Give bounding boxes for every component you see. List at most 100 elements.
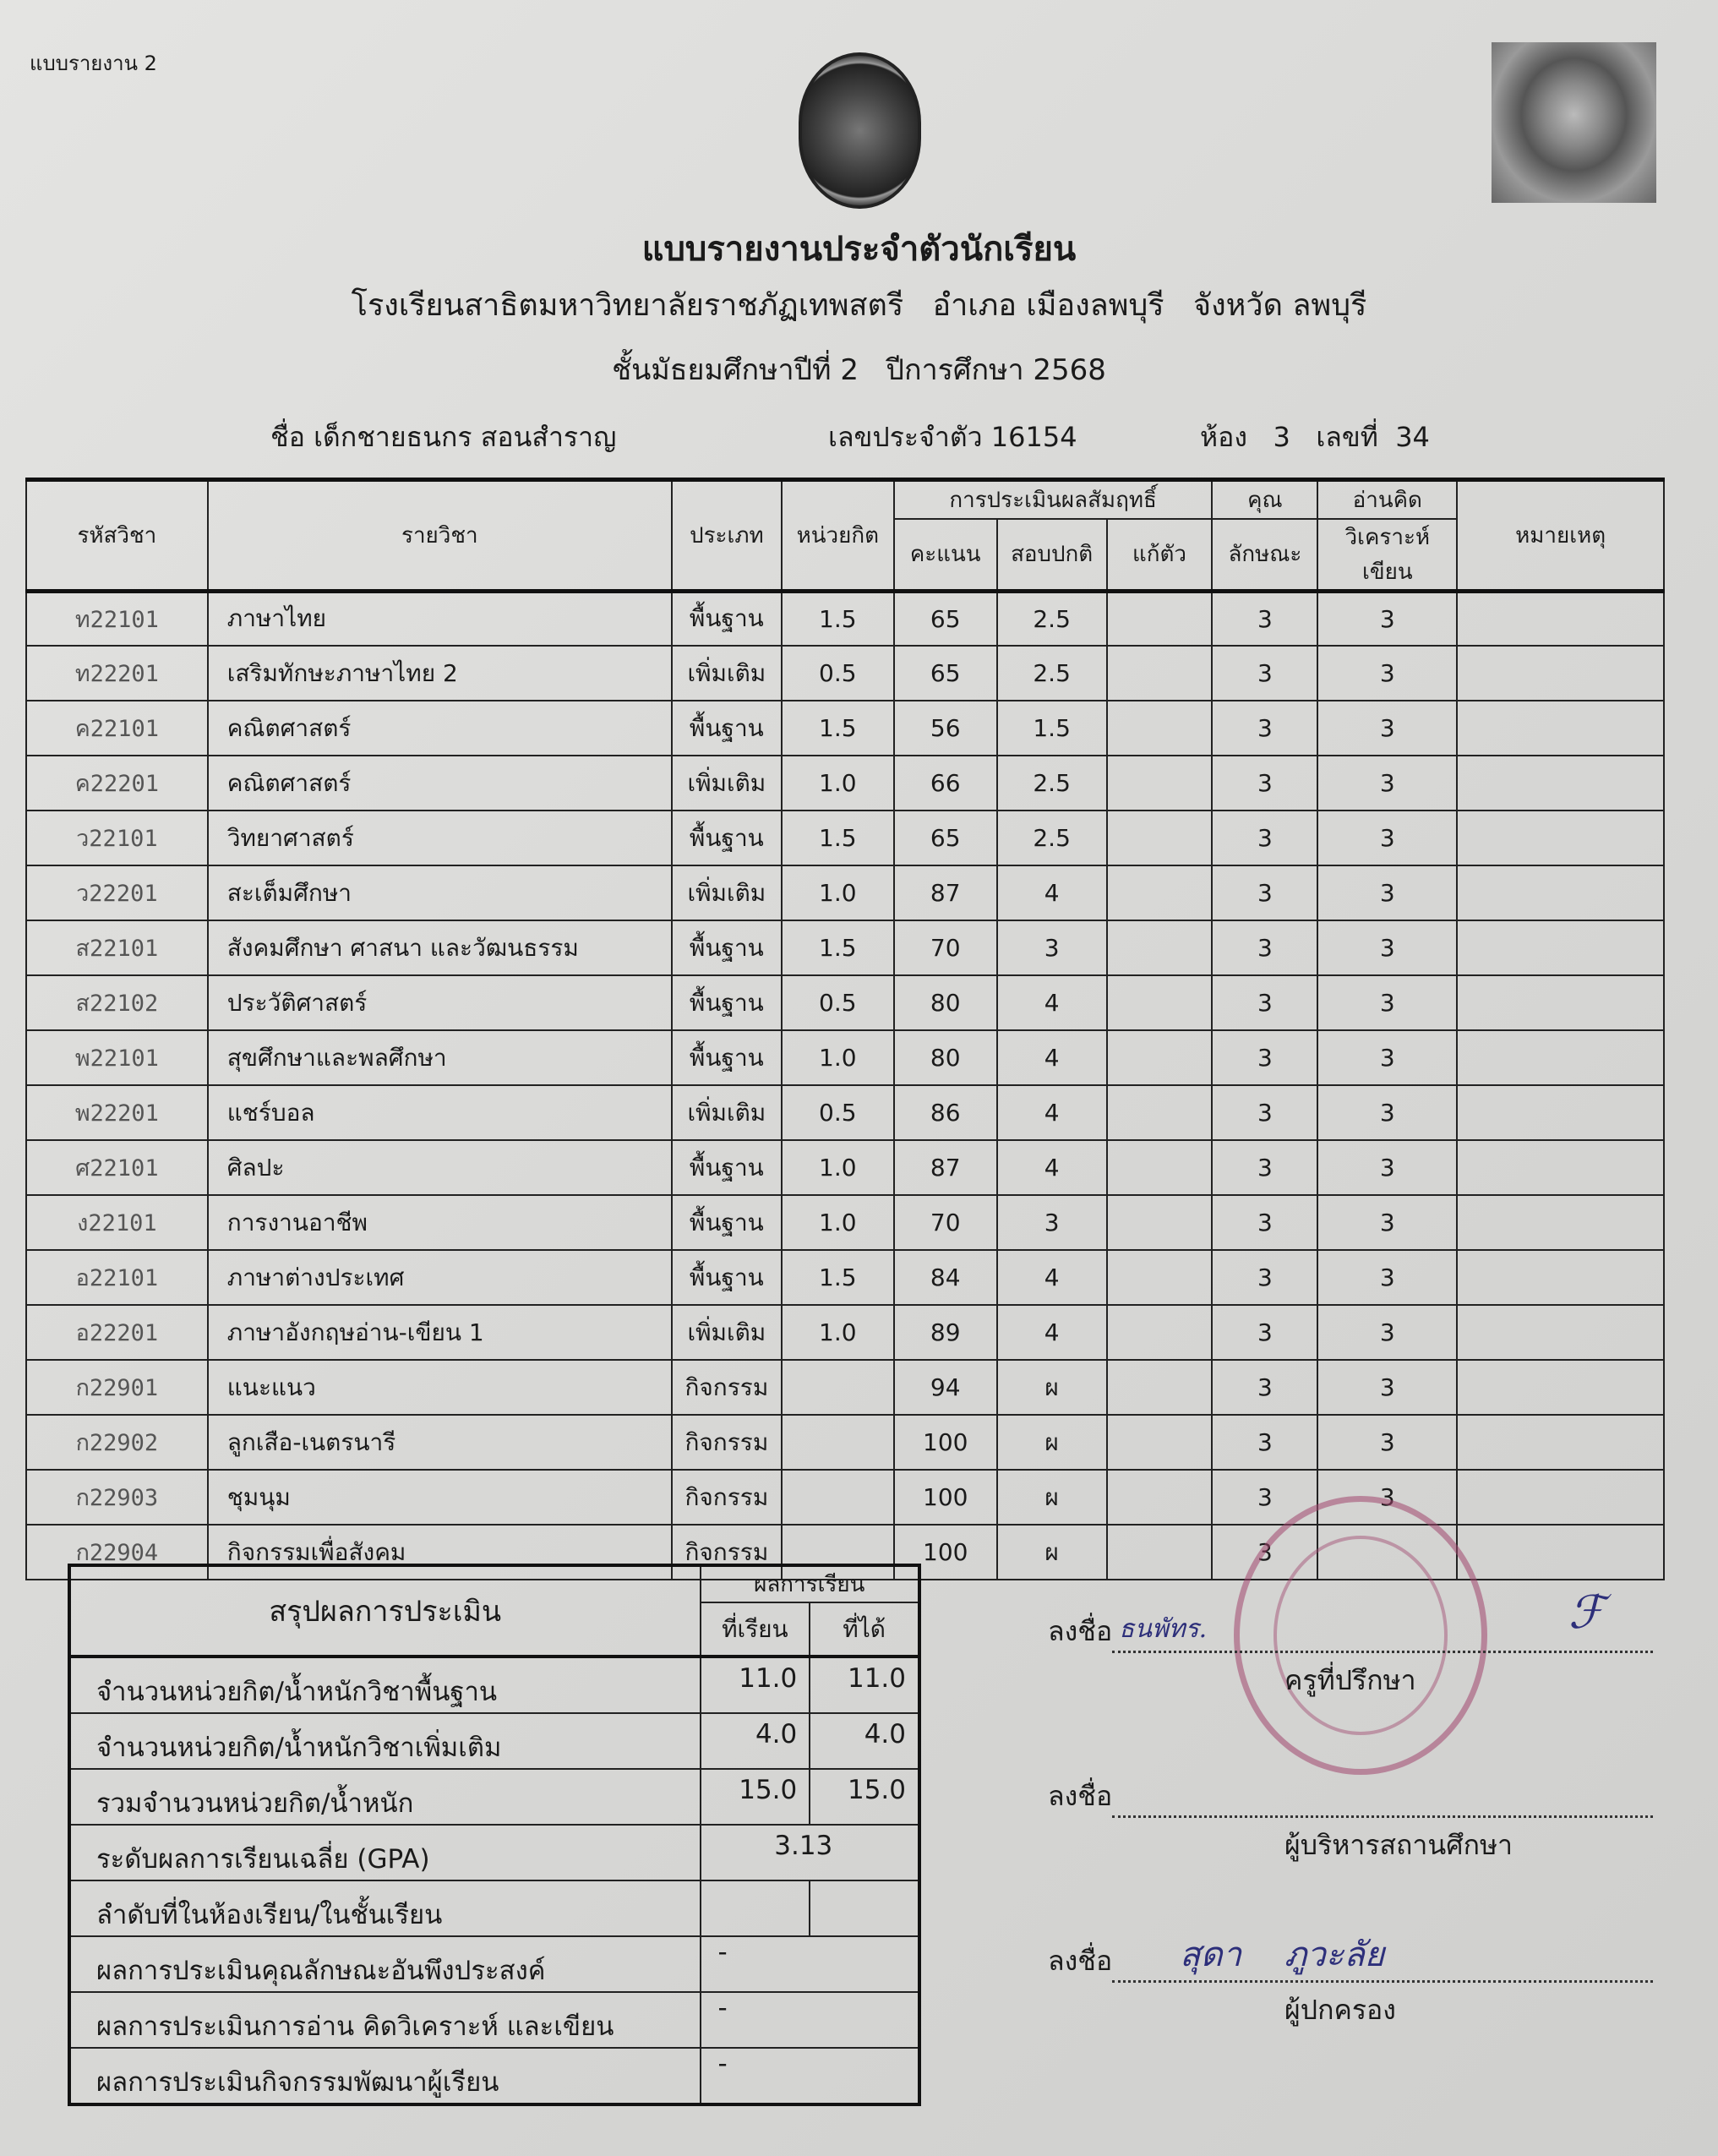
cell-code: ท22201 xyxy=(25,645,209,701)
header-read-2: วิเคราะห์เขียน xyxy=(1317,517,1459,592)
cell-credit: 1.0 xyxy=(780,1029,895,1086)
cell-trait: 3 xyxy=(1211,590,1319,647)
table-row: ก22903 ชุมนุม กิจกรรม 100 ผ 3 3 xyxy=(25,1469,1665,1526)
signature-advisor: ลงชื่อ ธนพัทร. ℱ ครูที่ปรึกษา xyxy=(1048,1586,1690,1696)
header-retake: แก้ตัว xyxy=(1105,517,1214,592)
cell-score: 65 xyxy=(892,810,998,866)
cell-grade: 4 xyxy=(995,974,1108,1031)
cell-trait: 3 xyxy=(1211,700,1319,756)
header-assessment: การประเมินผลสัมฤทธิ์ xyxy=(892,478,1214,520)
summary-earned: 11.0 xyxy=(809,1656,920,1714)
cell-remark xyxy=(1456,1304,1665,1361)
cell-code: ส22102 xyxy=(25,974,209,1031)
cell-retake xyxy=(1105,1029,1214,1086)
university-stamp xyxy=(1234,1496,1487,1775)
cell-remark xyxy=(1456,645,1665,701)
table-row: ท22201 เสริมทักษะภาษาไทย 2 เพิ่มเติม 0.5 65 2… xyxy=(25,645,1665,701)
cell-score: 80 xyxy=(892,1029,998,1086)
summary-earned: 15.0 xyxy=(809,1768,920,1826)
summary-value: 3.13 xyxy=(699,1824,921,1881)
school-logo xyxy=(799,52,921,209)
cell-grade: 3 xyxy=(995,1194,1108,1251)
cell-code: ค22101 xyxy=(25,700,209,756)
cell-code: ว22101 xyxy=(25,810,209,866)
cell-retake xyxy=(1105,1249,1214,1306)
cell-grade: ผ xyxy=(995,1524,1108,1580)
cell-subject: แชร์บอล xyxy=(206,1084,673,1141)
cell-read: 3 xyxy=(1317,1359,1459,1416)
signature-prefix: ลงชื่อ xyxy=(1048,1945,1113,1977)
cell-type: พื้นฐาน xyxy=(670,700,783,756)
student-room: ห้อง 3 เลขที่ 34 xyxy=(1200,421,1430,453)
cell-read: 3 xyxy=(1317,755,1459,811)
cell-credit: 1.5 xyxy=(780,700,895,756)
cell-score: 65 xyxy=(892,590,998,647)
cell-score: 70 xyxy=(892,920,998,976)
cell-retake xyxy=(1105,1084,1214,1141)
cell-remark xyxy=(1456,1139,1665,1196)
cell-read: 3 xyxy=(1317,1249,1459,1306)
cell-read: 3 xyxy=(1317,1194,1459,1251)
cell-credit xyxy=(780,1359,895,1416)
summary-studied: 11.0 xyxy=(699,1656,811,1714)
cell-remark xyxy=(1456,700,1665,756)
cell-remark xyxy=(1456,1359,1665,1416)
cell-read: 3 xyxy=(1317,974,1459,1031)
summary-row: ผลการประเมินการอ่าน คิดวิเคราะห์ และเขีย… xyxy=(68,1991,921,2049)
cell-trait: 3 xyxy=(1211,1304,1319,1361)
cell-retake xyxy=(1105,755,1214,811)
cell-remark xyxy=(1456,1249,1665,1306)
cell-grade: 4 xyxy=(995,1139,1108,1196)
cell-subject: ภาษาไทย xyxy=(206,590,673,647)
cell-type: พื้นฐาน xyxy=(670,1249,783,1306)
cell-read: 3 xyxy=(1317,810,1459,866)
cell-grade: 4 xyxy=(995,1084,1108,1141)
cell-code: อ22101 xyxy=(25,1249,209,1306)
cell-remark xyxy=(1456,1524,1665,1580)
cell-retake xyxy=(1105,1194,1214,1251)
cell-type: กิจกรรม xyxy=(670,1414,783,1471)
cell-remark xyxy=(1456,1469,1665,1526)
cell-read: 3 xyxy=(1317,1139,1459,1196)
cell-remark xyxy=(1456,1029,1665,1086)
cell-trait: 3 xyxy=(1211,645,1319,701)
cell-trait: 3 xyxy=(1211,974,1319,1031)
cell-credit: 0.5 xyxy=(780,645,895,701)
cell-trait: 3 xyxy=(1211,1084,1319,1141)
cell-read: 3 xyxy=(1317,1414,1459,1471)
summary-row: ผลการประเมินคุณลักษณะอันพึงประสงค์ - xyxy=(68,1935,921,1993)
cell-subject: ภาษาอังกฤษอ่าน-เขียน 1 xyxy=(206,1304,673,1361)
cell-subject: การงานอาชีพ xyxy=(206,1194,673,1251)
cell-credit: 1.5 xyxy=(780,810,895,866)
cell-score: 86 xyxy=(892,1084,998,1141)
cell-grade: 4 xyxy=(995,1304,1108,1361)
summary-label: จำนวนหน่วยกิต/น้ำหนักวิชาพื้นฐาน xyxy=(68,1656,701,1714)
cell-grade: ผ xyxy=(995,1469,1108,1526)
cell-remark xyxy=(1456,865,1665,921)
cell-retake xyxy=(1105,865,1214,921)
signature-scribble: ℱ xyxy=(1568,1586,1605,1639)
cell-subject: แนะแนว xyxy=(206,1359,673,1416)
summary-label: จำนวนหน่วยกิต/น้ำหนักวิชาเพิ่มเติม xyxy=(68,1712,701,1770)
header-code: รหัสวิชา xyxy=(25,478,209,592)
cell-grade: ผ xyxy=(995,1414,1108,1471)
cell-trait: 3 xyxy=(1211,1414,1319,1471)
cell-retake xyxy=(1105,700,1214,756)
student-name: ชื่อ เด็กชายธนกร สอนสำราญ xyxy=(270,421,617,453)
cell-code: ง22101 xyxy=(25,1194,209,1251)
cell-retake xyxy=(1105,974,1214,1031)
cell-score: 80 xyxy=(892,974,998,1031)
signature-line: ธนพัทร. ℱ xyxy=(1112,1586,1654,1653)
cell-subject: เสริมทักษะภาษาไทย 2 xyxy=(206,645,673,701)
cell-trait: 3 xyxy=(1211,1194,1319,1251)
signature-role: ผู้บริหารสถานศึกษา xyxy=(1284,1829,1513,1861)
cell-grade: 4 xyxy=(995,1249,1108,1306)
cell-credit: 1.5 xyxy=(780,1249,895,1306)
cell-trait: 3 xyxy=(1211,1249,1319,1306)
cell-code: ก22902 xyxy=(25,1414,209,1471)
cell-type: เพิ่มเติม xyxy=(670,865,783,921)
cell-code: ส22101 xyxy=(25,920,209,976)
signature-line: สุดา ภูวะลัย xyxy=(1112,1935,1654,1983)
school-line: โรงเรียนสาธิตมหาวิทยาลัยราชภัฏเทพสตรี อำ… xyxy=(351,288,1367,323)
summary-label: ผลการประเมินคุณลักษณะอันพึงประสงค์ xyxy=(68,1935,701,1993)
